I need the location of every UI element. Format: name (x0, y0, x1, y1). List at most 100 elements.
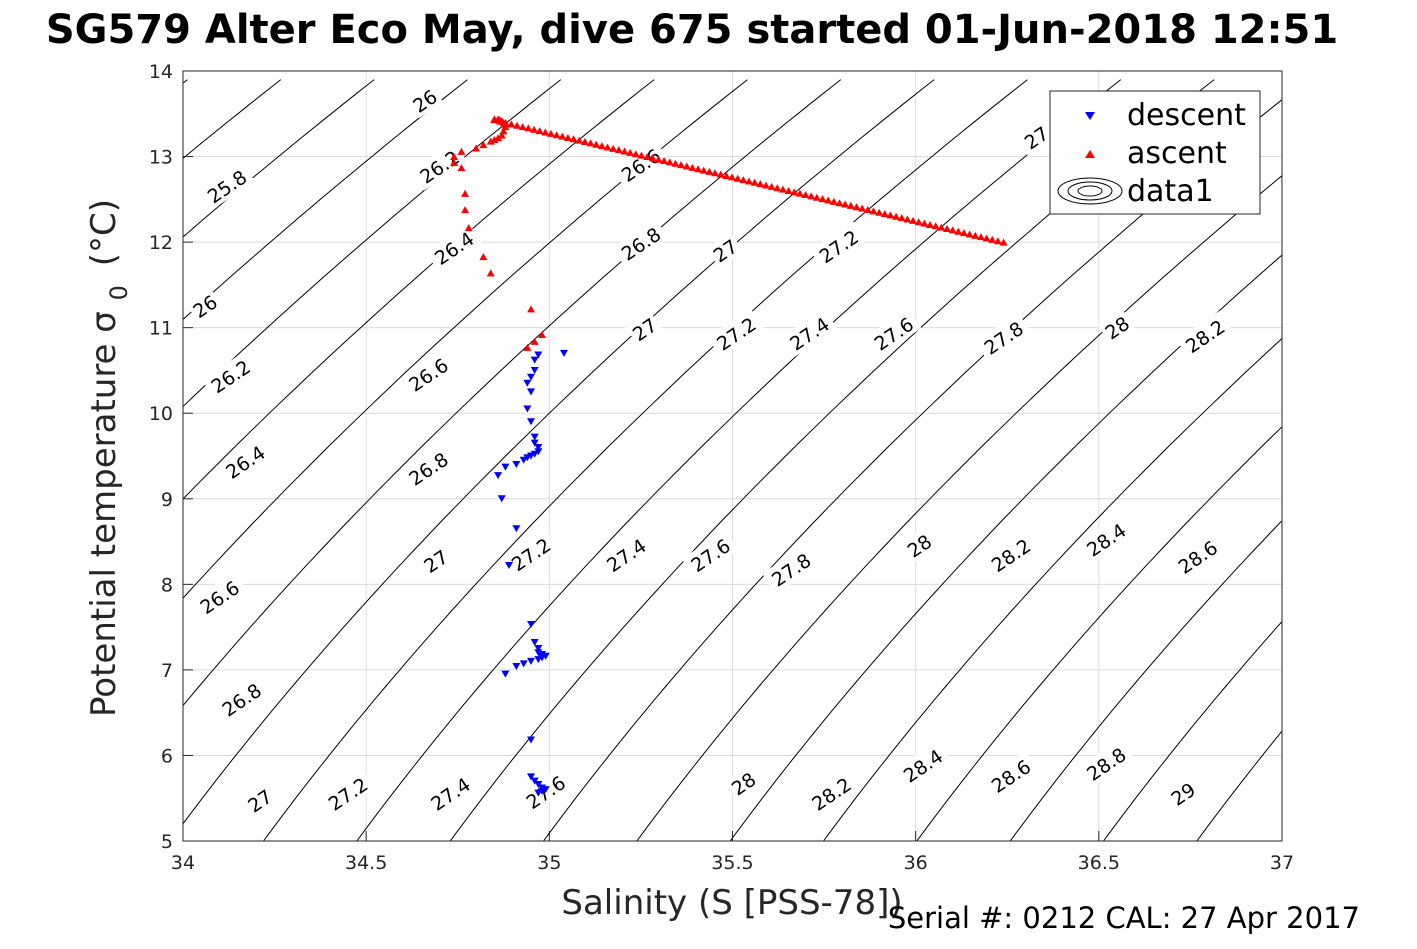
ascent-point (450, 153, 459, 161)
ascent-point (631, 150, 640, 158)
descent-point (523, 405, 532, 413)
ascent-point (767, 182, 776, 190)
contour-line (183, 79, 748, 599)
ascent-point (903, 215, 912, 223)
ascent-point (920, 219, 929, 227)
ascent-point (682, 162, 691, 170)
y-axis-label: Potential temperature σ 0 (°C) (84, 199, 136, 717)
descent-point (530, 356, 539, 364)
ascent-point (835, 199, 844, 207)
contour-line (262, 79, 1028, 841)
descent-point (501, 670, 510, 678)
contour-label-bg (707, 308, 764, 358)
ascent-point (486, 269, 495, 277)
y-tick-label: 14 (149, 61, 173, 83)
contour-label-bg (900, 526, 938, 564)
ascent-point (948, 226, 957, 234)
descent-point (530, 366, 539, 374)
contour-label-bg (399, 349, 457, 399)
descent-point (523, 379, 532, 387)
contour-label-bg (185, 287, 224, 324)
ascent-point (527, 305, 536, 313)
ascent-point (592, 140, 601, 148)
legend-box (1049, 90, 1261, 215)
ascent-point (614, 146, 623, 154)
y-tick-label: 8 (161, 574, 173, 596)
descent-point (527, 373, 536, 381)
ascent-point (569, 135, 578, 143)
ascent-point (461, 189, 470, 197)
legend-descent-label: descent (1127, 98, 1246, 133)
serial-cal-footer: Serial #: 0212 CAL: 27 Apr 2017 (888, 901, 1360, 935)
descent-point (505, 562, 514, 570)
ascent-point (790, 188, 799, 196)
ascent-point (993, 237, 1002, 245)
legend-data1-label: data1 (1127, 174, 1214, 209)
contour-label-bg (982, 750, 1039, 800)
ascent-point (818, 195, 827, 203)
descent-point (559, 349, 568, 357)
ascent-point (937, 223, 946, 231)
legend-descent-marker (1085, 112, 1095, 120)
ascent-point (586, 139, 595, 147)
ascent-point (530, 337, 539, 345)
descent-point (530, 439, 539, 447)
ascent-point (926, 220, 935, 228)
descent-point (523, 454, 532, 462)
descent-point (534, 645, 543, 652)
y-axis-ticks: 5 6 7 8 9 10 11 12 13 14 (149, 61, 193, 853)
ascent-point (982, 234, 991, 242)
descent-point (527, 773, 536, 781)
ascent-point (501, 118, 510, 126)
ascent-point (959, 229, 968, 237)
ascent-point (841, 200, 850, 208)
ascent-point (529, 125, 538, 133)
ascent-point (739, 176, 748, 184)
y-axis-label-group: Potential temperature σ 0 (°C) (84, 199, 136, 717)
ascent-point (677, 161, 686, 169)
contour-label-bg (864, 308, 922, 358)
ascent-point (499, 127, 508, 135)
contour-line (183, 79, 842, 707)
ascent-point (728, 173, 737, 181)
ascent-point (464, 224, 473, 232)
ascent-point (609, 144, 618, 152)
ascent-point (716, 170, 725, 178)
ascent-point (807, 192, 816, 200)
contour-label-bg (1077, 738, 1134, 788)
ascent-point (671, 159, 680, 167)
ascent-point (496, 117, 505, 125)
ascent-point (795, 189, 804, 197)
y-tick-label: 7 (161, 660, 173, 682)
descent-point (527, 657, 536, 665)
ascent-point (801, 191, 810, 199)
ascent-point (450, 159, 459, 167)
descent-point (501, 463, 510, 471)
contour-label-bg (1097, 308, 1136, 345)
ascent-point (494, 134, 503, 142)
ascent-point (563, 133, 572, 141)
descent-point (527, 736, 536, 744)
descent-point (527, 621, 536, 629)
contour-line (822, 337, 1282, 841)
x-axis-label: Salinity (S [PSS-78]) (561, 883, 902, 923)
contour-line (729, 254, 1282, 841)
ascent-point (524, 124, 533, 132)
ascent-point (999, 238, 1008, 246)
x-tick-label: 35.5 (711, 852, 753, 874)
ascent-point (457, 164, 466, 172)
ascent-point (654, 155, 663, 163)
ascent-point (880, 210, 889, 218)
ascent-point (875, 208, 884, 216)
ascent-point (490, 116, 499, 124)
descent-point (494, 472, 503, 480)
contour-label-bg (1163, 775, 1202, 812)
contour-label-bg (681, 529, 739, 579)
contour-label-bg (724, 764, 762, 801)
ascent-point (626, 148, 635, 156)
ascent-point (829, 197, 838, 205)
legend: descent ascent data1 (1049, 90, 1261, 215)
ascent-point (756, 180, 765, 188)
ascent-point (461, 206, 470, 214)
